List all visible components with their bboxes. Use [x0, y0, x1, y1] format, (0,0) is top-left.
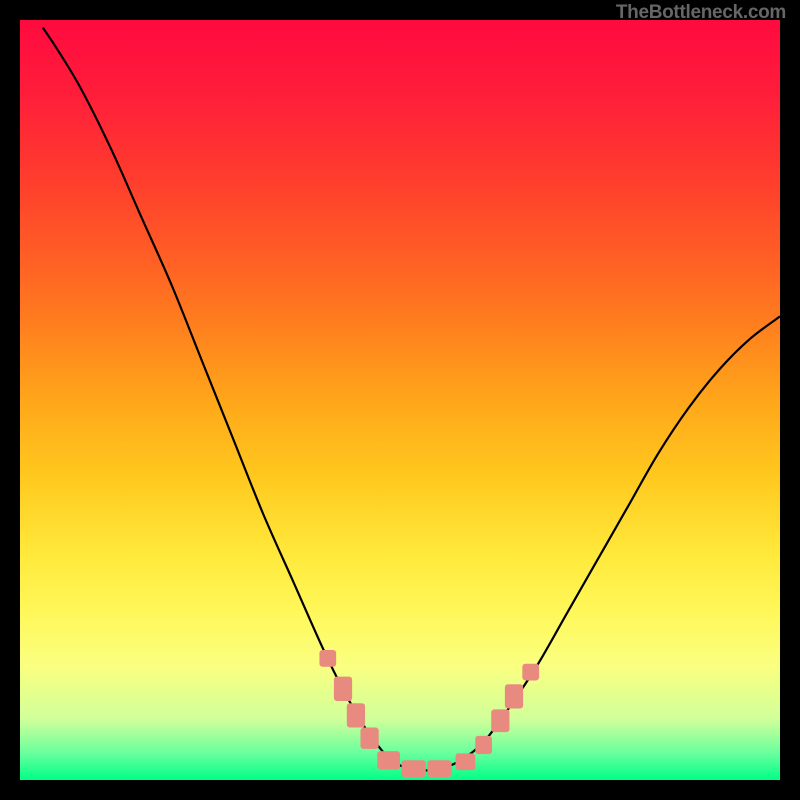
curve-marker — [377, 751, 400, 769]
curve-marker — [505, 684, 523, 708]
curve-marker — [522, 664, 539, 681]
curve-marker — [347, 703, 365, 727]
chart-svg — [20, 20, 780, 780]
watermark-text: TheBottleneck.com — [616, 2, 786, 24]
curve-marker — [427, 760, 451, 777]
curve-marker — [455, 753, 475, 770]
curve-marker — [491, 709, 509, 732]
bottleneck-chart — [20, 20, 780, 780]
chart-background — [20, 20, 780, 780]
curve-marker — [334, 677, 352, 701]
curve-marker — [402, 760, 426, 777]
curve-marker — [319, 650, 336, 667]
curve-marker — [475, 736, 492, 754]
curve-marker — [360, 728, 378, 749]
